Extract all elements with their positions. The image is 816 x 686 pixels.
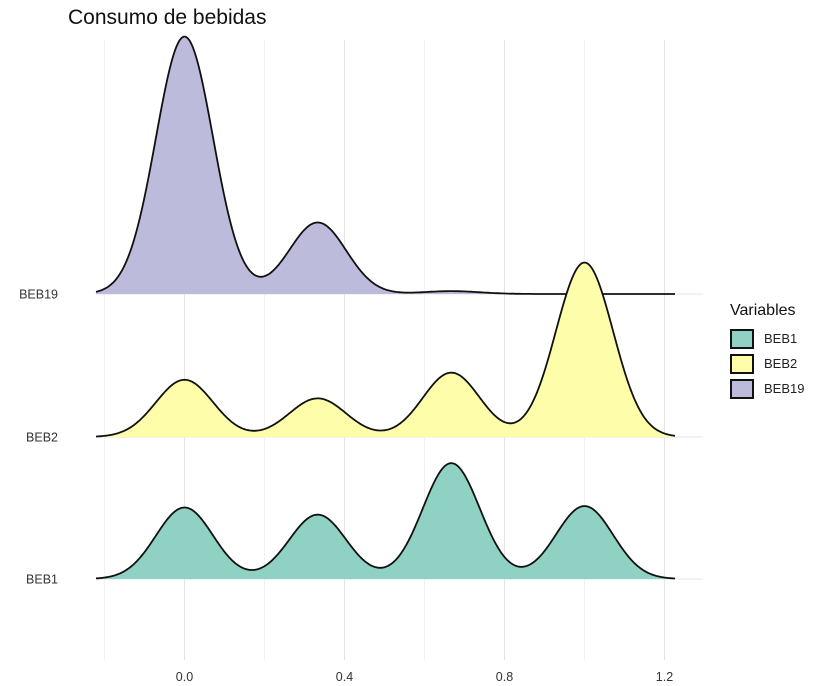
x-tick-label: 0.0 <box>176 670 193 684</box>
legend-label: BEB19 <box>764 381 805 396</box>
y-axis-labels: BEB1 BEB2 BEB19 <box>19 288 58 587</box>
legend-title: Variables <box>730 302 796 319</box>
ridge-beb19-area <box>96 36 675 294</box>
legend-key-beb2 <box>730 353 754 374</box>
x-axis-labels: 0.0 0.4 0.8 1.2 <box>176 670 673 684</box>
y-tick-label-beb1: BEB1 <box>26 573 58 587</box>
legend-key-beb1 <box>730 328 754 349</box>
x-tick-label: 0.8 <box>496 670 513 684</box>
y-tick-label-beb19: BEB19 <box>19 288 58 302</box>
ridge-beb1-outline <box>95 462 675 580</box>
legend-label: BEB2 <box>764 356 798 371</box>
legend: Variables BEB1 BEB2 BEB19 <box>730 302 804 401</box>
ridge-beb2-area <box>96 262 675 437</box>
legend-item-beb2: BEB2 <box>730 351 804 376</box>
ridges <box>95 35 676 580</box>
legend-item-beb1: BEB1 <box>730 326 804 351</box>
legend-label: BEB1 <box>764 331 798 346</box>
x-tick-label: 0.4 <box>336 670 353 684</box>
chart-title: Consumo de bebidas <box>68 6 267 29</box>
y-tick-label-beb2: BEB2 <box>26 431 58 445</box>
legend-key-beb19 <box>730 378 754 399</box>
legend-item-beb19: BEB19 <box>730 376 804 401</box>
ridge-beb2-outline <box>96 261 676 438</box>
ridge-beb1-area <box>96 463 675 579</box>
x-tick-label: 1.2 <box>656 670 673 684</box>
